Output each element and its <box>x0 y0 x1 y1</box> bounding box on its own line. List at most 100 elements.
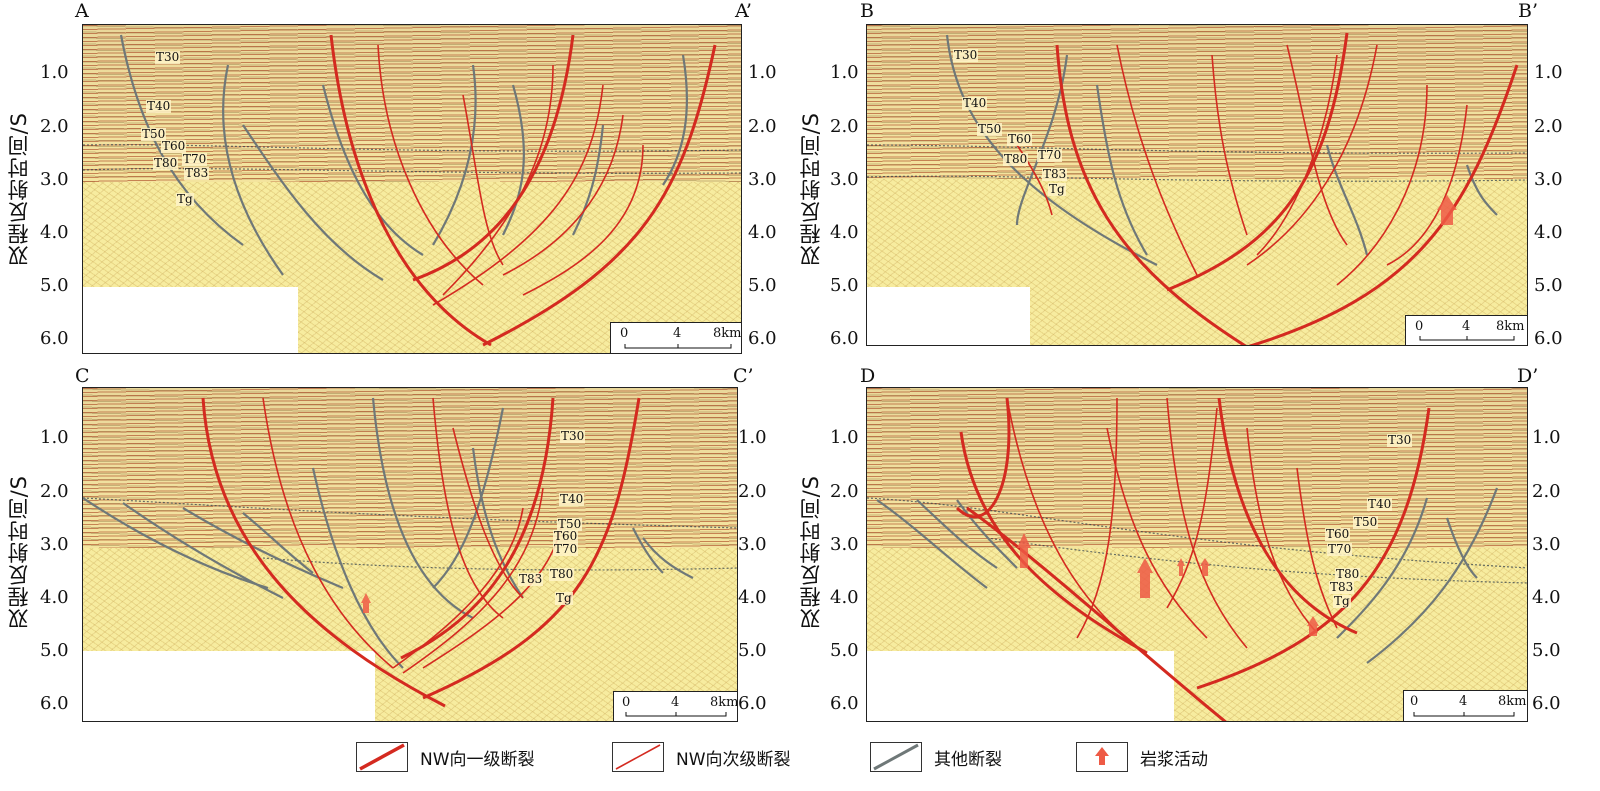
tick-right-6: 6.0 <box>1532 693 1561 714</box>
tick-left-3: 3.0 <box>40 169 69 190</box>
tick-right-2: 2.0 <box>738 481 767 502</box>
fault-overlay <box>867 32 1527 345</box>
scale-label: 8km <box>713 326 742 341</box>
scale-label: 8km <box>710 695 738 710</box>
tick-right-3: 3.0 <box>1534 169 1563 190</box>
tick-right-2: 2.0 <box>1534 116 1563 137</box>
tick-right-2: 2.0 <box>748 116 777 137</box>
section-start-label: B <box>860 0 874 22</box>
tick-left-6: 6.0 <box>830 693 859 714</box>
primary-fault-swatch <box>356 742 408 772</box>
horizon-label: T50 <box>557 517 583 531</box>
no-data-area <box>867 287 1030 345</box>
y-axis-title: 双程反射时间/S <box>799 112 823 267</box>
section-start-label: C <box>75 365 90 387</box>
section-end-label: A’ <box>735 0 752 22</box>
horizon-label: T50 <box>977 122 1003 136</box>
seismic-section: T30 T40 T50 T60 T70 T80 T83 Tg 0 4 8km <box>866 24 1528 346</box>
no-data-area <box>83 651 375 721</box>
tick-right-6: 6.0 <box>738 693 767 714</box>
tick-right-6: 6.0 <box>1534 328 1563 349</box>
tick-right-5: 5.0 <box>738 640 767 661</box>
tick-left-6: 6.0 <box>40 693 69 714</box>
horizon-label: T83 <box>1329 580 1355 594</box>
tick-right-4: 4.0 <box>1534 222 1563 243</box>
horizon-label: Tg <box>1048 182 1066 196</box>
tick-left-6: 6.0 <box>40 328 69 349</box>
panel-c: C C’ 双程反射时间/S 1.0 2.0 3.0 4.0 5.0 6.0 1.… <box>0 365 800 735</box>
tick-right-3: 3.0 <box>738 534 767 555</box>
tick-left-1: 1.0 <box>830 62 859 83</box>
section-start-label: A <box>75 0 89 22</box>
tick-right-3: 3.0 <box>1532 534 1561 555</box>
tick-left-1: 1.0 <box>40 427 69 448</box>
scale-label: 4 <box>671 695 680 710</box>
scale-bar: 0 4 8km <box>1405 315 1527 345</box>
legend-label: 其他断裂 <box>934 749 1002 770</box>
magma-symbol <box>1437 195 1457 225</box>
tick-left-5: 5.0 <box>40 275 69 296</box>
horizon-label: T30 <box>560 429 586 443</box>
tick-right-5: 5.0 <box>748 275 777 296</box>
tick-left-5: 5.0 <box>830 275 859 296</box>
y-axis-title: 双程反射时间/S <box>799 475 823 630</box>
horizon-label: T83 <box>184 166 210 180</box>
scale-label: 0 <box>1410 694 1419 709</box>
tick-right-1: 1.0 <box>1534 62 1563 83</box>
y-axis-title: 双程反射时间/S <box>7 112 31 267</box>
scale-label: 0 <box>620 326 629 341</box>
horizon-label: T40 <box>146 99 172 113</box>
section-end-label: B’ <box>1518 0 1539 22</box>
scale-label: 4 <box>1462 319 1471 334</box>
horizon-label: T80 <box>1003 152 1029 166</box>
tick-left-2: 2.0 <box>830 481 859 502</box>
tick-right-5: 5.0 <box>1532 640 1561 661</box>
legend-item-other-fault: 其他断裂 <box>870 741 1002 773</box>
tick-right-6: 6.0 <box>748 328 777 349</box>
tick-right-1: 1.0 <box>738 427 767 448</box>
scale-bar: 0 4 8km <box>1403 690 1527 721</box>
horizon-label: T83 <box>1042 167 1068 181</box>
seismic-section: T30 T40 T50 T60 T70 T80 T83 Tg 0 4 8km <box>82 24 742 354</box>
scale-label: 8km <box>1496 319 1525 334</box>
legend-item-primary-fault: NW向一级断裂 <box>356 741 535 773</box>
tick-left-5: 5.0 <box>830 640 859 661</box>
section-end-label: C’ <box>733 365 754 387</box>
panel-d: D D’ 双程反射时间/S 1.0 2.0 3.0 4.0 5.0 6.0 1.… <box>790 365 1600 735</box>
tick-right-2: 2.0 <box>1532 481 1561 502</box>
section-start-label: D <box>860 365 876 387</box>
horizon-label: T30 <box>953 48 979 62</box>
scale-label: 8km <box>1498 694 1527 709</box>
tick-left-4: 4.0 <box>830 587 859 608</box>
horizon-label: T30 <box>155 50 181 64</box>
tick-right-3: 3.0 <box>748 169 777 190</box>
tick-left-1: 1.0 <box>830 427 859 448</box>
horizon-label: T40 <box>559 492 585 506</box>
tick-right-1: 1.0 <box>748 62 777 83</box>
tick-right-5: 5.0 <box>1534 275 1563 296</box>
tick-right-1: 1.0 <box>1532 427 1561 448</box>
panel-b: B B’ 双程反射时间/S 1.0 2.0 3.0 4.0 5.0 6.0 1.… <box>790 0 1600 370</box>
fault-overlay <box>83 397 737 708</box>
tick-left-3: 3.0 <box>830 169 859 190</box>
legend-label: NW向次级断裂 <box>676 749 791 770</box>
y-axis-title: 双程反射时间/S <box>7 475 31 630</box>
horizon-label: T70 <box>1037 148 1063 162</box>
seismic-section: T30 T40 T50 T60 T70 T80 T83 Tg 0 4 8km <box>82 387 738 722</box>
horizon-label: T40 <box>962 96 988 110</box>
tick-right-4: 4.0 <box>748 222 777 243</box>
secondary-fault-swatch <box>612 742 664 772</box>
horizon-label: T70 <box>182 152 208 166</box>
no-data-area <box>867 651 1174 721</box>
horizon-label: Tg <box>1333 594 1351 608</box>
magma-symbol <box>1017 533 1319 636</box>
horizon-label: T40 <box>1367 497 1393 511</box>
tick-left-5: 5.0 <box>40 640 69 661</box>
scale-label: 4 <box>1459 694 1468 709</box>
tick-left-2: 2.0 <box>830 116 859 137</box>
horizon-label: T50 <box>141 127 167 141</box>
tick-left-1: 1.0 <box>40 62 69 83</box>
tick-left-4: 4.0 <box>40 222 69 243</box>
horizon-label: T60 <box>553 529 579 543</box>
tick-left-3: 3.0 <box>40 534 69 555</box>
